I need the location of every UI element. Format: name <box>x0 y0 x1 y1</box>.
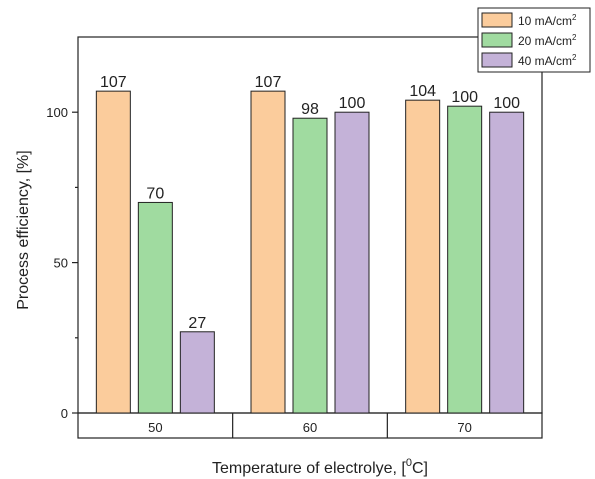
legend-label-superscript: 2 <box>572 33 577 42</box>
x-axis-label-superscript: 0 <box>406 457 412 469</box>
data-labels: 107 70 27 107 98 100 104 100 100 <box>100 74 520 332</box>
bar <box>405 99 441 414</box>
data-label: 100 <box>451 89 478 106</box>
data-label: 70 <box>146 185 164 202</box>
y-tick-label: 0 <box>61 406 68 421</box>
legend-swatch <box>481 12 513 28</box>
legend-label-superscript: 2 <box>572 53 577 62</box>
x-tick-label: 60 <box>303 420 317 435</box>
y-axis-label: Process efficiency, [%] <box>15 150 32 309</box>
y-tick-label: 50 <box>54 256 68 271</box>
data-label: 100 <box>339 95 366 112</box>
legend-label: 40 mA/cm2 <box>518 53 577 68</box>
bar <box>137 201 173 414</box>
x-tick-label: 50 <box>148 420 162 435</box>
legend-label-superscript: 2 <box>572 13 577 22</box>
legend-swatch <box>481 52 513 68</box>
bar <box>95 90 131 414</box>
legend-label-text: 40 mA/cm <box>518 54 572 68</box>
bar <box>447 105 483 414</box>
bar <box>179 331 215 414</box>
x-axis-label-unit: C] <box>412 460 428 477</box>
legend-label: 20 mA/cm2 <box>518 33 577 48</box>
bar <box>334 111 370 414</box>
data-label: 107 <box>100 74 127 91</box>
bar <box>250 90 286 414</box>
data-label: 107 <box>255 74 282 91</box>
legend-swatch <box>481 32 513 48</box>
bar <box>292 117 328 414</box>
legend-label: 10 mA/cm2 <box>518 13 577 28</box>
x-axis-label-main: Temperature of electrolye, [ <box>212 460 406 477</box>
bars <box>95 90 525 414</box>
y-axis: 0 50 100 <box>46 105 78 421</box>
data-label: 104 <box>409 83 436 100</box>
legend-label-text: 10 mA/cm <box>518 14 572 28</box>
data-label: 98 <box>301 101 319 118</box>
x-axis-label: Temperature of electrolye, [0C] <box>212 457 428 477</box>
legend-label-text: 20 mA/cm <box>518 34 572 48</box>
x-tick-label: 70 <box>457 420 471 435</box>
y-tick-label: 100 <box>46 105 68 120</box>
x-axis: 50 60 70 <box>148 420 472 435</box>
bar <box>489 111 525 414</box>
data-label: 27 <box>188 315 206 332</box>
data-label: 100 <box>493 95 520 112</box>
